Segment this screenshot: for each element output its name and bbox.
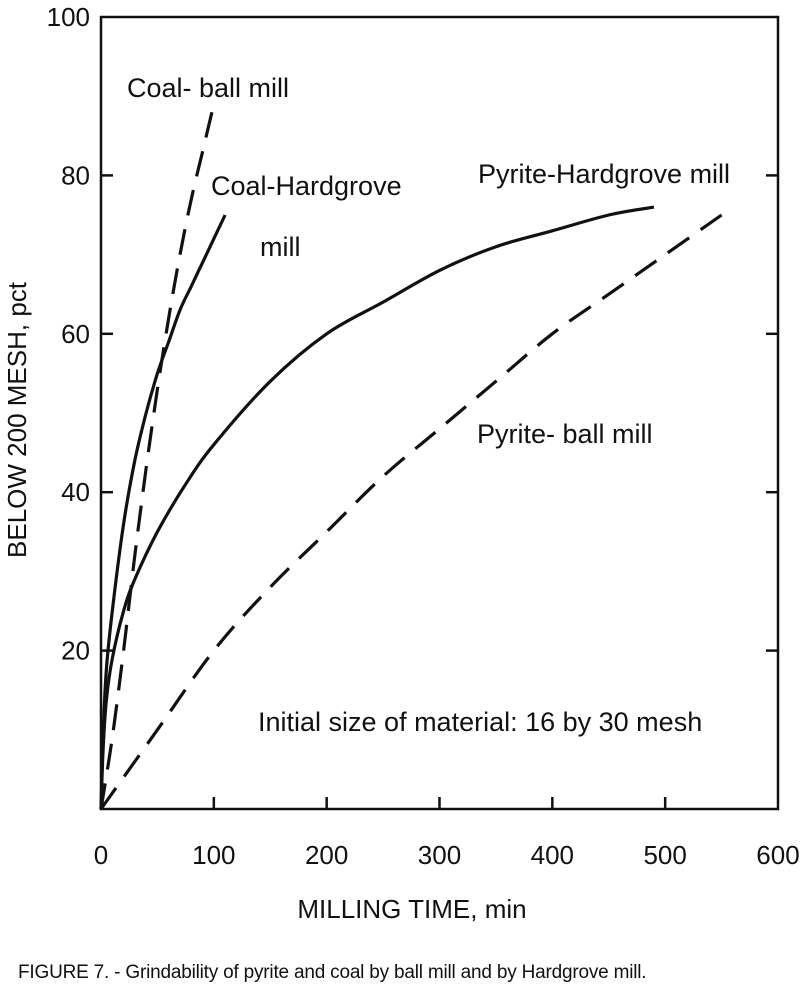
annotation-pyrite-hardgrove-mill: Pyrite-Hardgrove mill xyxy=(478,159,730,189)
y-tick-label: 60 xyxy=(61,319,90,349)
series-pyrite-ball-mill-line xyxy=(99,213,723,810)
y-tick-label: 100 xyxy=(47,2,90,32)
annotation-initial-size: Initial size of material: 16 by 30 mesh xyxy=(258,707,702,737)
y-tick-labels: 20 40 60 80 100 xyxy=(47,2,90,666)
annotation-coal-hardgrove: Coal-Hardgrove xyxy=(211,171,402,201)
y-tick-label: 80 xyxy=(61,160,90,190)
x-tick-label: 400 xyxy=(531,840,574,870)
annotation-coal-ball-mill: Coal- ball mill xyxy=(127,73,289,103)
annotation-pyrite-ball-mill: Pyrite- ball mill xyxy=(477,419,653,449)
x-tick-label: 0 xyxy=(94,840,108,870)
series-coal-ball-mill-line xyxy=(99,103,216,810)
x-tick-label: 500 xyxy=(643,840,686,870)
series-pyrite-hardgrove-mill-line xyxy=(99,205,655,810)
plot-frame xyxy=(99,15,780,811)
x-tick-label: 600 xyxy=(756,840,799,870)
y-tick-label: 20 xyxy=(61,636,90,666)
figure-caption: FIGURE 7. - Grindability of pyrite and c… xyxy=(18,962,647,983)
y-tick-label: 40 xyxy=(61,477,90,507)
series-lines xyxy=(99,103,723,810)
x-tick-label: 100 xyxy=(192,840,235,870)
x-tick-label: 300 xyxy=(418,840,461,870)
x-tick-labels: 0 100 200 300 400 500 600 xyxy=(94,840,800,870)
annotation-coal-hardgrove-mill: mill xyxy=(260,232,301,262)
series-coal-hardgrove-mill-line xyxy=(99,214,227,810)
x-axis-title: MILLING TIME, min xyxy=(297,894,526,924)
y-axis-title: BELOW 200 MESH, pct xyxy=(2,281,32,558)
x-tick-label: 200 xyxy=(305,840,348,870)
